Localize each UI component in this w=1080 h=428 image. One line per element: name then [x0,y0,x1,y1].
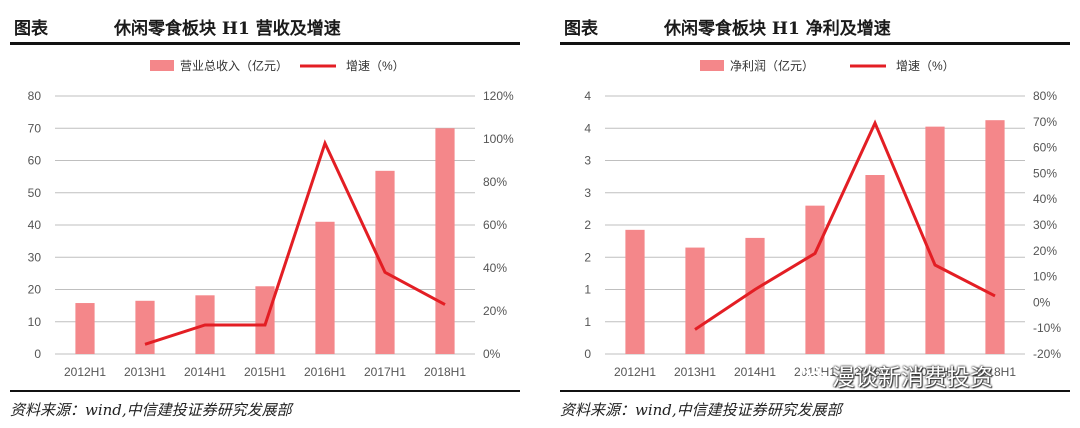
y-right-tick-label: 0% [483,347,501,361]
y-right-tick-label: -20% [1033,347,1061,361]
y-right-tick-label: 20% [1033,244,1057,258]
y-right-tick-label: 120% [483,89,514,103]
x-tick-label: 2012H1 [614,365,656,379]
revenue-chart: 0 10 20 30 40 50 60 70 80 0% 20% 40% 60% 80% 100% 120% 2… [28,58,514,379]
bar [865,175,885,354]
y-left-tick-label: 3 [584,154,591,168]
y-right-tick-label: 70% [1033,115,1057,129]
growth-line [144,139,446,346]
bar [685,247,705,354]
bar [435,128,455,354]
chart-title: 休闲零食板块 H1 营收及增速 [114,19,341,39]
figure-tag: 图表 [564,19,598,39]
x-tick-label: 2013H1 [124,365,166,379]
y-left-tick-label: 2 [584,250,591,264]
y-right-tick-label: 60% [483,218,507,232]
legend-swatch-bar [700,60,724,71]
y-left-tick-label: 4 [584,121,591,135]
y-right-tick-label: 20% [483,304,507,318]
x-tick-label: 2012H1 [64,365,106,379]
y-left-tick-label: 4 [584,89,591,103]
legend-swatch-bar [150,60,174,71]
x-tick-label: 2016H1 [854,365,896,379]
y-left-tick-label: 3 [584,186,591,200]
bar [255,286,275,354]
bar [625,229,645,354]
source-note: 资料来源：wind,中信建投证券研究发展部 [560,390,1070,420]
y-left-tick-label: 30 [28,250,42,264]
y-left-tick-label: 0 [34,347,41,361]
bar [805,205,825,354]
watermark: 漫谈新消费投资 [800,358,993,392]
bar [985,120,1005,354]
x-tick-label: 2015H1 [244,365,286,379]
y-right-tick-label: 40% [483,261,507,275]
chart-header: 图表 休闲零食板块 H1 净利及增速 [560,8,1070,45]
y-left-tick-label: 50 [28,186,42,200]
y-right-tick-label: 80% [483,175,507,189]
y-left-tick-label: 60 [28,154,42,168]
legend-label-line: 增速（%） [346,59,405,73]
y-right-tick-label: 60% [1033,141,1057,155]
y-right-tick-label: 50% [1033,166,1057,180]
x-tick-label: 2014H1 [734,365,776,379]
y-left-tick-label: 1 [584,283,591,297]
y-left-tick-label: 40 [28,218,42,232]
x-tick-label: 2018H1 [974,365,1016,379]
y-right-tick-label: 100% [483,132,514,146]
bar [375,170,395,354]
y-right-tick-label: 40% [1033,192,1057,206]
growth-line [694,119,996,331]
legend-label-bar: 净利润（亿元） [730,58,814,73]
bar [75,303,95,354]
bar [745,237,765,354]
y-left-tick-label: 10 [28,315,42,329]
legend-label-bar: 营业总收入（亿元） [180,58,288,73]
y-left-tick-label: 0 [584,347,591,361]
wechat-icon [800,364,826,385]
y-left-tick-label: 1 [584,315,591,329]
y-left-tick-label: 2 [584,218,591,232]
watermark-text: 漫谈新消费投资 [832,365,993,391]
x-tick-label: 2018H1 [424,365,466,379]
legend-label-line: 增速（%） [896,59,955,73]
source-note: 资料来源：wind,中信建投证券研究发展部 [10,390,520,420]
chart-header: 图表 休闲零食板块 H1 营收及增速 [10,8,520,45]
x-tick-label: 2014H1 [184,365,226,379]
bar [925,126,945,354]
x-tick-label: 2017H1 [364,365,406,379]
figure-tag: 图表 [14,19,48,39]
y-left-tick-label: 70 [28,121,42,135]
x-tick-label: 2013H1 [674,365,716,379]
y-right-tick-label: 80% [1033,89,1057,103]
y-left-tick-label: 80 [28,89,42,103]
y-left-tick-label: 20 [28,283,42,297]
y-right-tick-label: 10% [1033,270,1057,284]
bar [315,221,335,354]
revenue-chart-panel: 图表 休闲零食板块 H1 营收及增速 0 10 20 30 40 50 60 70 80 0% 20… [0,0,530,428]
y-right-tick-label: 30% [1033,218,1057,232]
x-tick-label: 2017H1 [914,365,956,379]
y-right-tick-label: -10% [1033,321,1061,335]
y-right-tick-label: 0% [1033,295,1051,309]
chart-title: 休闲零食板块 H1 净利及增速 [664,19,891,39]
bar [135,300,155,354]
profit-chart-panel: 图表 休闲零食板块 H1 净利及增速 0 1 1 2 2 3 3 4 4 -20% -10% 0% 10… [550,0,1080,428]
profit-chart: 0 1 1 2 2 3 3 4 4 -20% -10% 0% 10% 20% 30% 40% 50% 60% 70%… [584,58,1061,379]
x-tick-label: 2016H1 [304,365,346,379]
